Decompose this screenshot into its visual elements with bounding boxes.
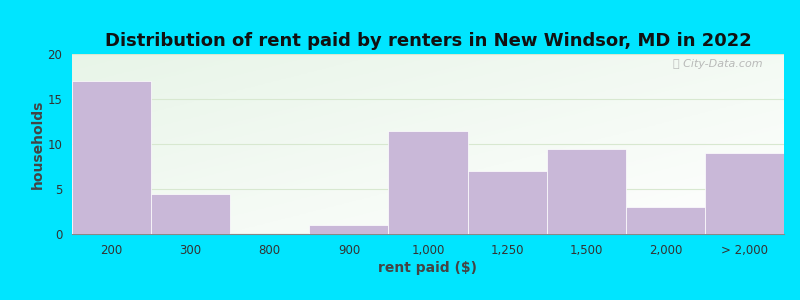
Bar <box>467 171 546 234</box>
X-axis label: rent paid ($): rent paid ($) <box>378 261 478 275</box>
Bar <box>151 194 230 234</box>
Y-axis label: households: households <box>30 99 45 189</box>
Bar <box>626 207 705 234</box>
Bar <box>546 148 626 234</box>
Bar <box>72 81 151 234</box>
Bar <box>310 225 389 234</box>
Bar <box>705 153 784 234</box>
Title: Distribution of rent paid by renters in New Windsor, MD in 2022: Distribution of rent paid by renters in … <box>105 32 751 50</box>
Bar <box>389 130 467 234</box>
Text: ⓘ City-Data.com: ⓘ City-Data.com <box>673 59 762 69</box>
